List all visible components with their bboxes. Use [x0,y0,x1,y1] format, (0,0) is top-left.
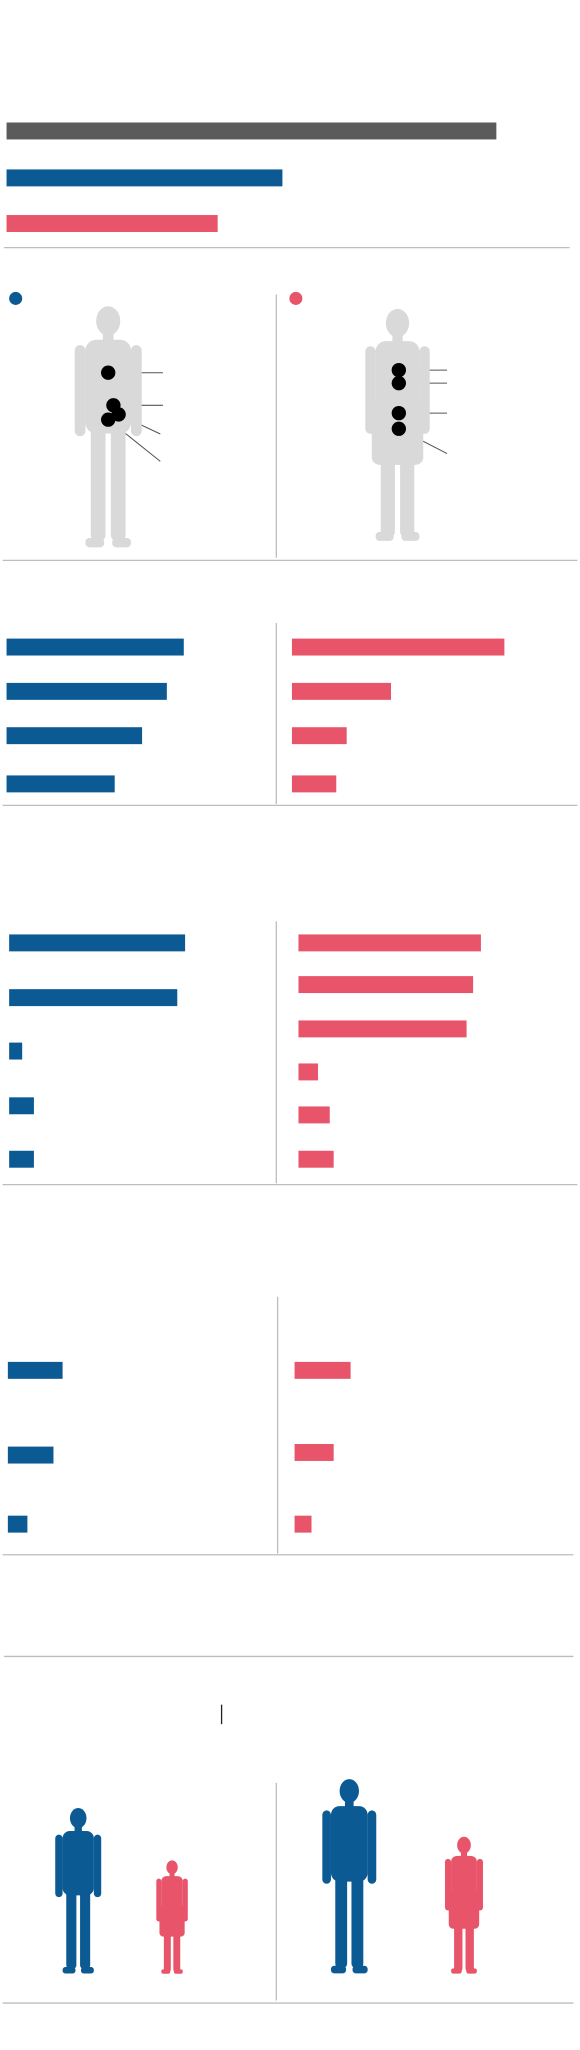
figure-part [85,537,105,548]
bar [298,934,481,952]
figure-part [344,1799,354,1809]
figure-part [330,1806,368,1882]
figure-part [163,1930,171,1972]
bar [6,169,283,187]
bar [9,1042,23,1060]
figure-part [367,1810,377,1884]
figure-part [401,531,420,541]
figure-part [173,1930,181,1972]
figure-part [330,1965,347,1974]
marker-dot [391,405,406,421]
figure-part [74,1825,82,1833]
bar [298,1150,334,1168]
figure-part [90,425,106,541]
figure-part [110,425,126,541]
marker-dot [101,412,116,427]
bar [9,989,178,1007]
bar [298,1106,330,1124]
bar [7,1515,28,1533]
bar [6,215,218,232]
figure-part [454,1921,463,1972]
bar [291,682,392,700]
figure-part [93,1834,102,1898]
figure-part [161,1969,171,1974]
figure-part [400,451,415,537]
bar [6,638,184,656]
figure-part [466,1968,477,1974]
bar [6,122,497,140]
bar [298,1020,467,1038]
bar [6,682,167,700]
figure-part [159,1905,185,1937]
bar [9,1097,34,1115]
figure-part [451,1968,462,1974]
bar [291,775,337,793]
figure-part [66,1889,77,1969]
marker-dot [391,375,406,391]
figure-head [69,1807,87,1829]
bar [6,775,115,793]
figure-part [62,1830,94,1896]
male-figure [322,1779,377,1974]
male-figure [55,1807,102,1974]
figure-part [55,1834,63,1898]
legend-dot [289,291,303,305]
figure-part [161,1876,183,1912]
figure-part [322,1810,331,1884]
figure-part [112,537,131,548]
bar [291,727,347,745]
figure-head [339,1779,360,1803]
marker-dot [391,362,406,378]
bar [9,1150,34,1168]
bar [291,638,505,656]
legend-dot [9,291,23,305]
male-figure [74,306,142,548]
figure-part [80,1889,91,1969]
figure-part [130,345,142,437]
figure-head [96,306,121,336]
marker-dot [391,421,406,436]
figure-part [465,1921,474,1972]
figure-head [166,1860,178,1875]
figure-part [74,345,86,437]
female-figure [156,1860,188,1974]
figure-part [380,451,395,537]
bar [6,727,143,745]
figure-part [80,1967,94,1974]
figure-part [375,531,394,541]
figure-part [335,1875,348,1968]
figure-part [173,1969,183,1974]
female-figure [444,1836,483,1974]
bar [298,976,474,994]
layout [2,246,578,2004]
bar [294,1443,334,1461]
figure-part [451,1855,477,1899]
figure-part [62,1967,76,1974]
bar [9,934,186,952]
figure-part [352,1965,368,1974]
bar [294,1361,351,1379]
figure-part [351,1875,364,1968]
figure-head [385,308,410,338]
bar [7,1446,54,1464]
bar [294,1515,312,1533]
figure-head [457,1836,471,1854]
bar [7,1361,63,1379]
bar [298,1063,319,1081]
figure-part [448,1890,480,1929]
marker-dot [101,365,116,380]
